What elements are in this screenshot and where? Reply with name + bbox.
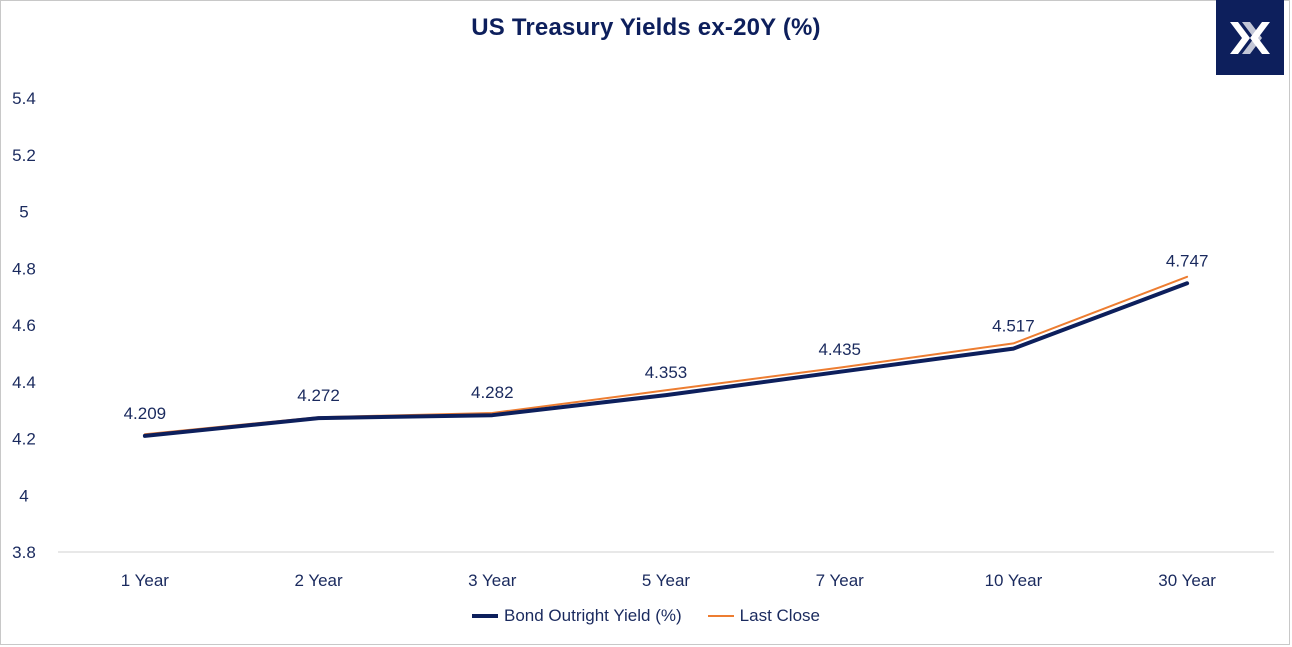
y-tick-label: 4.4 <box>12 373 36 392</box>
data-label: 4.282 <box>471 383 514 402</box>
legend-label: Bond Outright Yield (%) <box>504 606 682 625</box>
data-label: 4.747 <box>1166 251 1209 270</box>
legend-item-bond-outright-yield: Bond Outright Yield (%) <box>472 606 682 626</box>
y-tick-label: 5.4 <box>12 89 36 108</box>
series-line-last-close <box>143 275 1189 436</box>
x-tick-label: 1 Year <box>121 571 170 590</box>
y-tick-label: 3.8 <box>12 543 36 562</box>
data-label: 4.353 <box>645 363 688 382</box>
y-tick-label: 4.2 <box>12 430 36 449</box>
x-tick-label: 5 Year <box>642 571 691 590</box>
y-tick-label: 4.6 <box>12 316 36 335</box>
legend-swatch <box>472 614 498 618</box>
x-tick-label: 2 Year <box>294 571 343 590</box>
x-tick-label: 30 Year <box>1158 571 1216 590</box>
series-layer <box>142 275 1190 438</box>
legend-label: Last Close <box>739 606 820 625</box>
x-axis: 1 Year 2 Year 3 Year 5 Year 7 Year 10 Year 30 … <box>121 571 1217 590</box>
data-label: 4.272 <box>297 386 340 405</box>
x-tick-label: 3 Year <box>468 571 517 590</box>
data-label: 4.209 <box>124 404 167 423</box>
series-line-bond-outright-yield <box>142 281 1190 438</box>
y-tick-label: 4.8 <box>12 259 36 278</box>
data-label: 4.435 <box>818 340 861 359</box>
x-logo-icon <box>1216 0 1284 75</box>
x-tick-label: 10 Year <box>985 571 1043 590</box>
x-tick-label: 7 Year <box>816 571 865 590</box>
y-axis: 3.8 4 4.2 4.4 4.6 4.8 5 5.2 5.4 <box>12 89 36 562</box>
legend-item-last-close: Last Close <box>707 606 820 626</box>
legend: Bond Outright Yield (%) Last Close <box>0 606 1292 626</box>
y-tick-label: 5.2 <box>12 146 36 165</box>
data-labels: 4.209 4.272 4.282 4.353 4.435 4.517 4.747 <box>124 251 1209 423</box>
data-label: 4.517 <box>992 317 1035 336</box>
y-tick-label: 5 <box>19 203 28 222</box>
legend-swatch <box>707 615 734 617</box>
y-tick-label: 4 <box>19 486 28 505</box>
chart-title: US Treasury Yields ex-20Y (%) <box>471 14 821 41</box>
